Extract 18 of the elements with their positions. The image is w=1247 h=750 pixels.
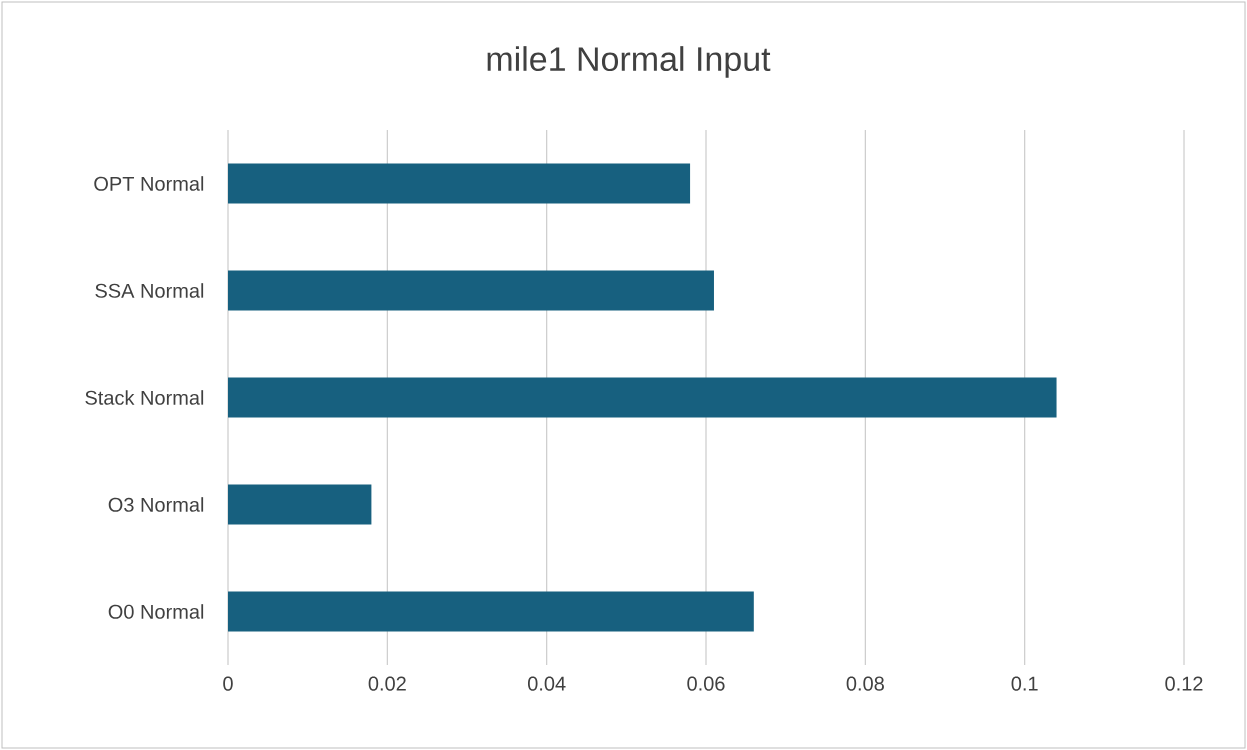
y-tick-label: Stack Normal [85, 390, 204, 405]
bar [228, 591, 754, 632]
y-tick-label: O3 Normal [108, 497, 204, 512]
y-tick-label: O0 Normal [108, 604, 204, 619]
x-tick-label: 0.12 [1165, 676, 1203, 691]
x-tick-label: 0.1 [1011, 676, 1038, 691]
x-tick-label: 0.02 [368, 676, 406, 691]
y-tick-label: OPT Normal [94, 176, 204, 191]
bar [228, 163, 691, 204]
x-tick-label: 0.06 [687, 676, 725, 691]
bar [228, 270, 714, 311]
bar [228, 377, 1057, 418]
chart-title: mile1 Normal Input [487, 46, 771, 78]
x-tick-label: 0 [223, 676, 233, 691]
bar [228, 484, 372, 525]
x-tick-label: 0.08 [846, 676, 884, 691]
x-tick-label: 0.04 [527, 676, 566, 691]
y-tick-label: SSA Normal [95, 283, 204, 298]
